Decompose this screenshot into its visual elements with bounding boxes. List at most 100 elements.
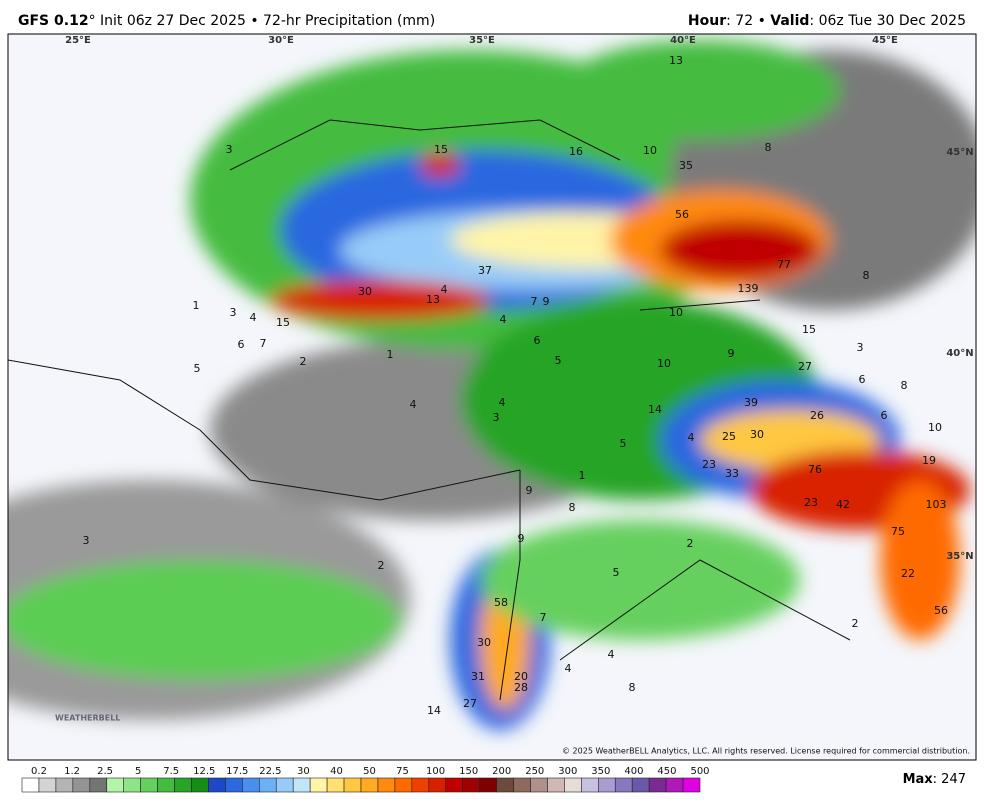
colorbar-box — [479, 777, 497, 793]
colorbar-box — [292, 777, 311, 793]
colorbar-label: 150 — [459, 766, 478, 777]
copyright: © 2025 WeatherBELL Analytics, LLC. All r… — [562, 747, 970, 756]
colorbar-box — [411, 777, 430, 793]
colorbar-box — [208, 777, 226, 793]
colorbar-box — [564, 777, 582, 793]
precip-label: 6 — [859, 373, 866, 386]
precip-label: 42 — [836, 498, 850, 511]
colorbar-box — [38, 777, 57, 793]
colorbar-box — [106, 777, 125, 793]
colorbar-box — [648, 777, 667, 793]
map — [8, 34, 976, 760]
precip-label: 75 — [891, 525, 905, 538]
colorbar-label: 7.5 — [163, 766, 179, 777]
precip-label: 33 — [725, 467, 739, 480]
precip-label: 10 — [657, 357, 671, 370]
valid: Hour: 72 • Valid: 06z Tue 30 Dec 2025 — [688, 13, 966, 29]
colorbar-label: 350 — [591, 766, 610, 777]
precip-label: 5 — [555, 354, 562, 367]
colorbar-label: 5 — [135, 766, 141, 777]
coord-label: 25°E — [65, 35, 91, 46]
colorbar-box — [309, 777, 328, 793]
logo: WEATHERBELL — [55, 714, 120, 723]
precip-label: 3 — [83, 534, 90, 547]
colorbar-box — [55, 777, 74, 793]
colorbar-label: 1.2 — [64, 766, 80, 777]
precip-label: 27 — [798, 360, 812, 373]
colorbar-box — [428, 777, 447, 793]
colorbar-label: 250 — [525, 766, 544, 777]
coord-label: 45°E — [872, 35, 898, 46]
coord-label: 40°N — [946, 348, 973, 359]
precip-label: 56 — [934, 604, 948, 617]
precip-label: 8 — [765, 141, 772, 154]
colorbar-label: 50 — [363, 766, 376, 777]
precip-label: 37 — [478, 264, 492, 277]
colorbar-box — [665, 777, 684, 793]
colorbar-label: 12.5 — [193, 766, 215, 777]
precip-label: 8 — [863, 269, 870, 282]
colorbar-box — [547, 777, 565, 793]
precip-label: 30 — [477, 636, 491, 649]
precip-label: 15 — [434, 143, 448, 156]
degree: ° — [89, 13, 96, 29]
colorbar-box — [123, 777, 141, 793]
max: Max: 247 — [903, 772, 966, 787]
precip-label: 19 — [922, 454, 936, 467]
subtitle: Init 06z 27 Dec 2025 • 72-hr Precipitati… — [100, 13, 435, 29]
colorbar-box — [631, 777, 650, 793]
colorbar-box — [530, 777, 548, 793]
colorbar-label: 2.5 — [97, 766, 113, 777]
colorbar-box — [581, 777, 599, 793]
precip-label: 5 — [613, 566, 620, 579]
coord-label: 40°E — [670, 35, 696, 46]
precip-label: 5 — [620, 437, 627, 450]
precip-label: 56 — [675, 208, 689, 221]
colorbar-box — [682, 777, 701, 793]
precip-label: 6 — [881, 409, 888, 422]
colorbar-box — [462, 777, 480, 793]
precip-label: 25 — [722, 430, 736, 443]
colorbar-box — [377, 777, 396, 793]
precip-label: 16 — [569, 145, 583, 158]
colorbar-box — [275, 777, 294, 793]
precip-label: 5 — [194, 362, 201, 375]
precip-label: 10 — [928, 421, 942, 434]
colorbar-box — [597, 777, 616, 793]
colorbar-box — [360, 777, 379, 793]
precip-label: 20 — [514, 670, 528, 683]
precip-label: 39 — [744, 396, 758, 409]
precip-label: 4 — [500, 313, 507, 326]
valid-value: : 06z Tue 30 Dec 2025 — [809, 13, 966, 29]
precip-label: 6 — [534, 334, 541, 347]
colorbar-label: 22.5 — [259, 766, 281, 777]
precip-label: 2 — [378, 559, 385, 572]
colorbar-box — [343, 777, 362, 793]
precip-label: 35 — [679, 159, 693, 172]
colorbar-box — [72, 777, 91, 793]
colorbar-box — [326, 777, 345, 793]
colorbar-label: 300 — [558, 766, 577, 777]
precip-label: 4 — [608, 648, 615, 661]
precip-label: 3 — [226, 143, 233, 156]
model: GFS 0.12 — [18, 13, 89, 29]
colorbar-label: 500 — [690, 766, 709, 777]
colorbar-box — [445, 777, 464, 793]
precip-label: 31 — [471, 670, 485, 683]
precip-label: 1 — [193, 299, 200, 312]
precip-label: 103 — [926, 498, 947, 511]
colorbar-box — [258, 777, 277, 793]
colorbar-box — [157, 777, 175, 793]
colorbar-box — [191, 777, 209, 793]
precip-label: 77 — [777, 258, 791, 271]
precip-label: 23 — [804, 496, 818, 509]
colorbar-label: 400 — [624, 766, 643, 777]
colorbar-box — [394, 777, 413, 793]
precip-label: 9 — [518, 532, 525, 545]
colorbar-box — [21, 777, 40, 793]
colorbar-label: 100 — [426, 766, 445, 777]
precip-label: 8 — [569, 501, 576, 514]
precip-label: 10 — [643, 144, 657, 157]
colorbar-label: 40 — [330, 766, 343, 777]
